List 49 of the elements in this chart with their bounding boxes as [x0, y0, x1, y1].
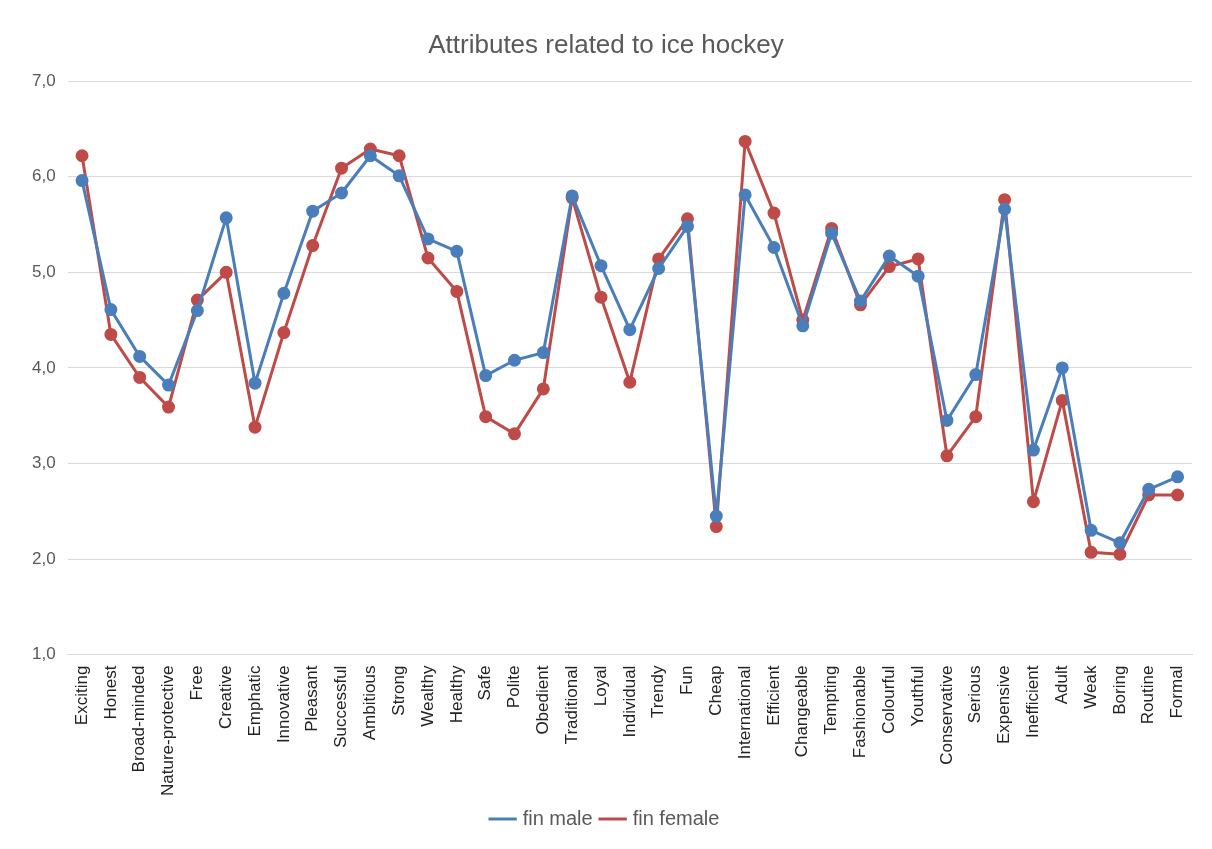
x-tick-label: Obedient [533, 665, 553, 735]
x-tick-label: Formal [1167, 665, 1187, 719]
x-tick-label: Nature-protective [158, 665, 178, 796]
x-tick-label: Pleasant [302, 665, 322, 732]
x-tick-label: Efficient [763, 665, 783, 726]
y-tick-label: 5,0 [31, 262, 56, 282]
y-tick-label: 3,0 [31, 453, 56, 473]
x-tick-label: International [734, 665, 754, 760]
x-tick-label: Cheap [705, 665, 725, 716]
y-tick-label: 6,0 [31, 166, 56, 186]
x-tick-label: Loyal [590, 665, 610, 707]
x-tick-label: Safe [475, 665, 495, 701]
x-tick-label: Successful [331, 665, 351, 748]
x-tick-label: Changeable [792, 665, 812, 758]
x-tick-label: Conservative [936, 665, 956, 765]
x-tick-label: Inefficient [1023, 665, 1043, 739]
y-tick-label: 4,0 [31, 357, 56, 377]
x-tick-label: Boring [1109, 665, 1129, 715]
x-tick-label: Ambitious [360, 665, 380, 741]
x-tick-label: Free [187, 665, 207, 701]
y-tick-label: 1,0 [31, 644, 56, 664]
x-tick-label: Routine [1138, 665, 1158, 725]
x-tick-label: Trendy [648, 665, 668, 718]
x-tick-label: Wealthy [417, 665, 437, 727]
x-tick-label: Creative [215, 665, 235, 729]
x-tick-label: Exciting [71, 665, 91, 726]
x-tick-label: Emphatic [244, 665, 264, 737]
x-tick-label: Serious [965, 665, 985, 724]
x-tick-label: Fashionable [850, 665, 870, 759]
x-tick-label: Fun [677, 665, 697, 695]
x-tick-label: Weak [1080, 665, 1100, 709]
x-tick-label: Healthy [446, 665, 466, 724]
legend-label: fin male [522, 806, 593, 829]
x-tick-label: Youthful [907, 665, 927, 727]
x-tick-label: Strong [388, 665, 408, 716]
x-tick-label: Honest [100, 665, 120, 720]
chart-title: Attributes related to ice hockey [428, 28, 784, 59]
x-tick-label: Tempting [821, 665, 841, 735]
x-tick-label: Individual [619, 665, 639, 738]
legend-label: fin female [632, 806, 720, 829]
x-tick-label: Broad-minded [129, 665, 149, 773]
x-tick-label: Traditional [561, 665, 581, 745]
y-tick-label: 2,0 [31, 548, 56, 568]
x-tick-label: Expensive [994, 665, 1014, 745]
x-tick-label: Colourful [878, 665, 898, 734]
x-tick-label: Adult [1051, 665, 1071, 705]
x-tick-label: Polite [504, 665, 524, 709]
x-tick-label: Innovative [273, 665, 293, 744]
y-tick-label: 7,0 [31, 70, 56, 90]
